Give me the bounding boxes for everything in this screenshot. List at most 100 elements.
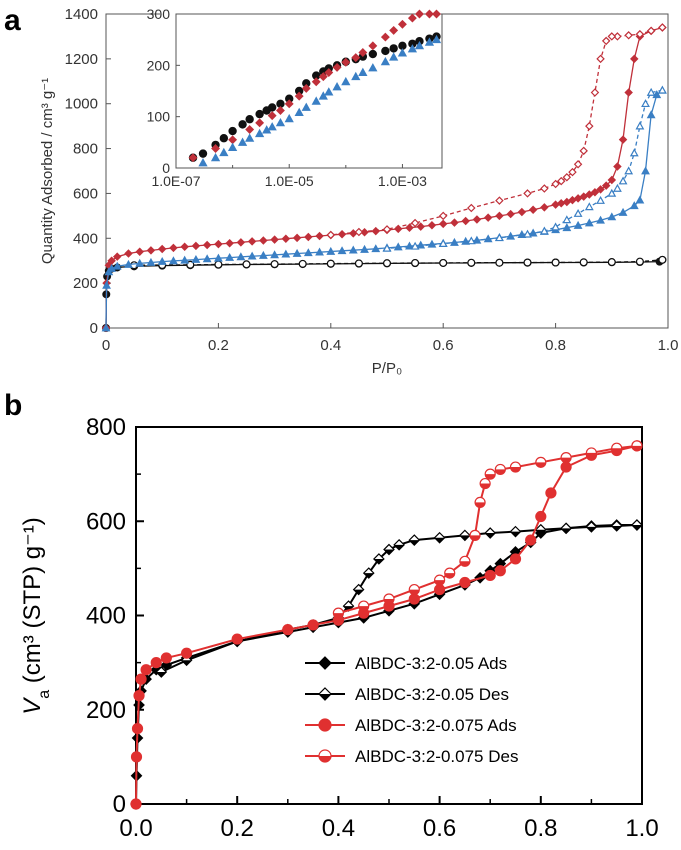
legend-label: AlBDC-3:2-0.05 Des <box>355 685 509 704</box>
panel-a-series-1-point <box>607 258 616 267</box>
panel-a-series-4-point <box>292 248 302 257</box>
panel-b-series-1-point-half <box>394 544 405 550</box>
panel-a-series-3-point <box>382 225 392 234</box>
panel-a-series-2-point <box>506 209 515 219</box>
panel-b-series-1-point-half <box>353 589 364 595</box>
panel-a-series-2-point <box>483 213 493 222</box>
panel-a-series-3-point <box>596 54 605 64</box>
panel-a-series-3-point <box>568 167 577 177</box>
panel-a-series-3-point <box>495 196 504 205</box>
panel-a-x-tick-label: 0.4 <box>320 337 341 354</box>
inset-series-2-point <box>368 63 378 72</box>
inset-series-0-point <box>267 103 277 112</box>
panel-b-series-1-point-half <box>409 540 420 546</box>
panel-b-series-3-point-half <box>485 474 496 480</box>
panel-b-x-tick-label: 0.4 <box>322 815 355 842</box>
inset-series-1-point <box>245 125 255 134</box>
panel-b-series-2-point <box>131 722 144 735</box>
inset-series-2-point <box>351 71 361 81</box>
panel-b-series-2-point <box>525 534 537 546</box>
panel-a-series-4-point <box>348 245 358 254</box>
panel-a-series-2-point <box>315 231 324 241</box>
panel-a-series-3-point <box>551 179 560 189</box>
panel-b-series-2-point <box>408 593 420 605</box>
panel-a-series-3-point <box>585 121 594 131</box>
panel-b-legend: AlBDC-3:2-0.05 Ads AlBDC-3:2-0.05 Des AlBD… <box>305 654 518 766</box>
panel-b-series-3-point-half <box>333 613 344 619</box>
panel-b-series-2-point <box>130 751 143 763</box>
panel-b-series-3-point-half <box>444 573 455 579</box>
panel-b-series-3-point-half <box>384 599 394 605</box>
panel-a-series-3-point <box>467 203 476 213</box>
inset-series-1-point <box>301 83 311 93</box>
panel-a-series-2-point <box>540 203 549 212</box>
panel-a-series-1-point <box>658 255 667 264</box>
panel-a-series-5-point <box>438 239 448 247</box>
panel-b-series-2-point <box>484 569 496 582</box>
panel-a-series-4-point <box>562 223 572 232</box>
panel-b-series-1-point-half <box>434 537 445 543</box>
inset-series-2-point <box>358 67 368 76</box>
panel-b-y-axis-label: Va (cm³ (STP) g⁻¹) <box>19 517 53 715</box>
panel-a-y-tick-label: 1200 <box>65 51 98 68</box>
inset-series-1-point <box>332 62 342 72</box>
inset-series-0-point <box>389 44 398 53</box>
panel-a-series-2-point <box>585 190 594 199</box>
panel-b-series-2-point <box>459 576 471 589</box>
panel-a-series-4-point <box>281 249 291 258</box>
panel-a-series-4-point <box>112 261 122 270</box>
panel-a-series-3-point <box>646 26 656 36</box>
panel-b-series-2-point <box>535 510 547 523</box>
panel-b-series-3-point-half <box>631 445 642 451</box>
panel-b-series-2-point <box>494 565 506 577</box>
panel-b-series-2-point <box>130 798 142 810</box>
panel-a-series-2-point <box>528 205 538 215</box>
panel-a-x-axis-label: P/P₀ <box>372 360 402 377</box>
panel-a-series-5-point <box>539 226 549 235</box>
panel-a-series-5-point <box>641 99 650 108</box>
panel-a-series-1-point <box>354 259 363 268</box>
panel-a-series-2-point <box>157 244 167 254</box>
panel-a-series-2-point <box>191 241 201 251</box>
panel-a-series-4-point <box>416 240 426 249</box>
panel-a-x-tick-label: 0.6 <box>433 337 454 354</box>
inset-series-2-point <box>407 44 418 53</box>
panel-b-series-3-point-half <box>358 606 369 612</box>
inset-series-1-point <box>380 32 390 42</box>
panel-a-series-2-point <box>495 211 504 221</box>
panel-a-series-4-point <box>652 90 662 99</box>
inset-series-1-point <box>358 48 368 57</box>
inset-series-0-point <box>219 134 229 143</box>
panel-b-series-1-point-half <box>485 533 496 539</box>
inset-series-1-point <box>389 25 399 35</box>
panel-a-series-2-point <box>135 247 144 256</box>
panel-a-series-4-point <box>270 250 280 259</box>
panel-b-series-2-point <box>560 461 572 473</box>
panel-a-series-3-point <box>658 23 667 32</box>
panel-a-series-4-point <box>618 207 628 216</box>
panel-b-series-3-point-half <box>470 535 481 541</box>
inset-y-tick-label: 100 <box>147 109 171 125</box>
panel-a-series-2-point <box>461 216 470 226</box>
panel-a-series-2-point <box>146 246 156 255</box>
legend-marker <box>318 656 332 670</box>
panel-b-series-1-point-half <box>459 535 470 541</box>
panel-a-series-1-line <box>134 259 663 266</box>
inset-series-2-point <box>237 137 248 146</box>
panel-a-series-3-point <box>579 146 588 156</box>
panel-a-series-2-point <box>551 200 560 209</box>
y-label-subscript: a <box>36 690 53 699</box>
panel-a-series-5-point <box>657 85 667 94</box>
panel-a-series-3-point <box>573 160 583 169</box>
panel-a-series-3-point <box>562 173 572 182</box>
panel-b-y-tick-label: 400 <box>86 603 126 630</box>
inset-series-1-point <box>407 13 417 23</box>
panel-b-series-2-point <box>434 583 446 596</box>
panel-a-series-5-point <box>466 236 476 245</box>
inset-series-1-point <box>341 57 351 67</box>
panel-a-series-1-point <box>270 260 279 269</box>
panel-a-series-4-point <box>157 256 167 265</box>
panel-a-series-3-point <box>438 211 448 221</box>
panel-a-series-5-point <box>646 87 656 96</box>
